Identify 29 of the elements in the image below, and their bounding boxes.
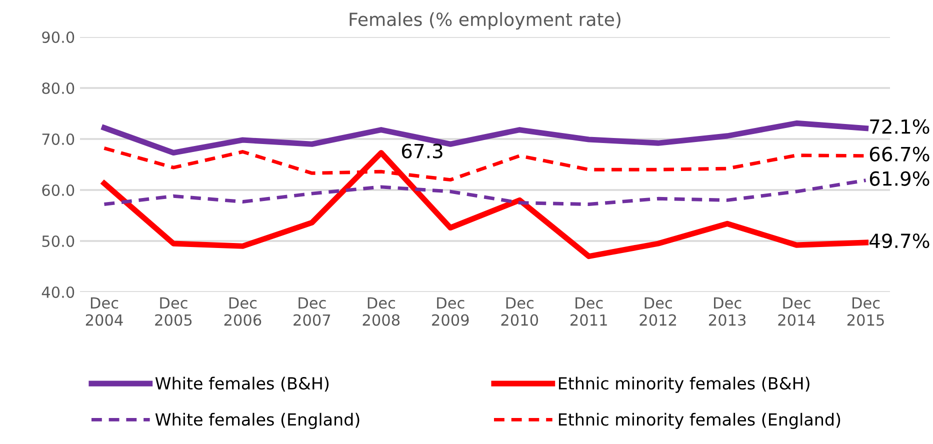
x-tick-label: Dec 2004: [86, 297, 123, 326]
y-tick-label: 80.0: [42, 82, 74, 94]
data-label: 61.9%: [870, 171, 930, 186]
y-tick-label: 40.0: [42, 286, 74, 298]
x-tick-label: Dec 2006: [224, 297, 262, 326]
legend-label: White females (B&H): [155, 376, 329, 392]
legend-label: Ethnic minority females (England): [558, 412, 840, 429]
line-series: [102, 178, 868, 206]
legend-label: Ethnic minority females (B&H): [558, 376, 810, 393]
legend-label: White females (England): [155, 412, 360, 429]
x-tick-label: Dec 2008: [362, 297, 400, 326]
x-tick-label: Dec 2010: [501, 297, 538, 326]
x-tick-label: Dec 2014: [778, 297, 816, 326]
y-tick-label: 50.0: [42, 235, 74, 248]
y-tick-label: 90.0: [42, 31, 74, 44]
x-tick-label: Dec 2012: [640, 297, 676, 326]
data-label: 72.1%: [870, 119, 930, 134]
data-label: 67.3: [402, 144, 442, 158]
x-tick-label: Dec 2013: [708, 297, 746, 326]
data-label: 66.7%: [870, 146, 930, 162]
x-tick-label: Dec 2011: [570, 297, 607, 326]
x-tick-label: Dec 2009: [432, 297, 469, 326]
x-tick-label: Dec 2015: [847, 297, 884, 326]
y-tick-label: 60.0: [42, 184, 74, 196]
chart-title: Females (% employment rate): [350, 12, 620, 30]
x-tick-label: Dec 2005: [155, 297, 192, 326]
y-tick-label: 70.0: [42, 133, 74, 146]
data-label: 49.7%: [870, 233, 930, 248]
x-tick-label: Dec 2007: [294, 297, 330, 326]
